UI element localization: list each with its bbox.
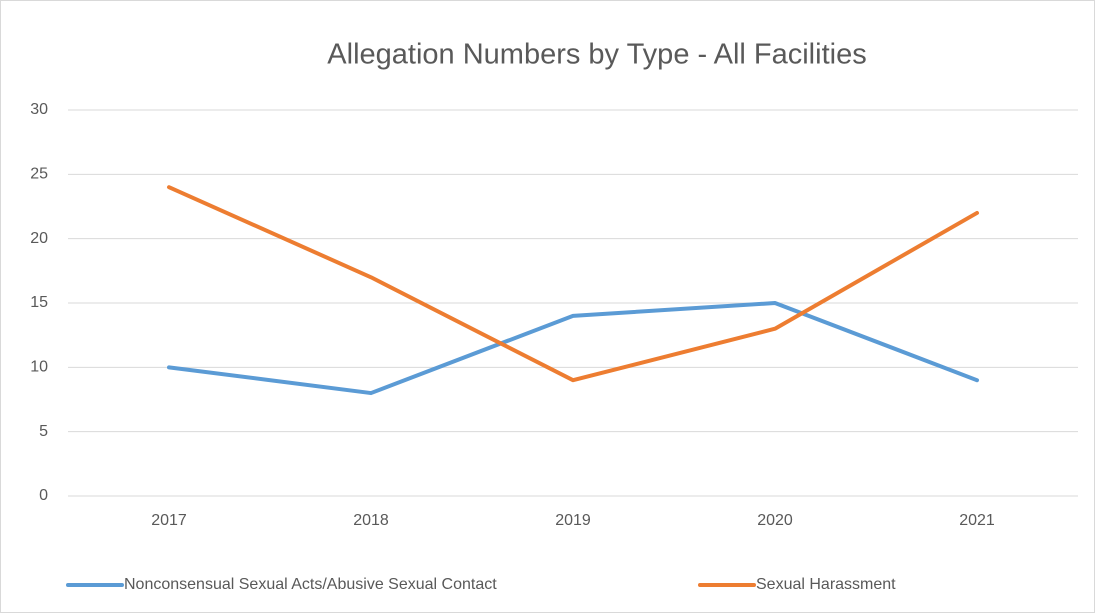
y-tick-label: 5	[39, 423, 48, 440]
legend-label: Nonconsensual Sexual Acts/Abusive Sexual…	[124, 576, 497, 593]
y-tick-label: 30	[30, 101, 48, 118]
x-tick-label: 2021	[959, 512, 995, 529]
y-tick-label: 0	[39, 487, 48, 504]
x-tick-label: 2020	[757, 512, 793, 529]
legend-label: Sexual Harassment	[756, 576, 896, 593]
x-tick-label: 2018	[353, 512, 389, 529]
x-tick-label: 2019	[555, 512, 591, 529]
data-line	[167, 301, 979, 396]
y-tick-label: 20	[30, 230, 48, 247]
chart-title: Allegation Numbers by Type - All Facilit…	[327, 39, 866, 71]
y-tick-label: 15	[30, 294, 48, 311]
x-tick-label: 2017	[151, 512, 187, 529]
y-tick-label: 10	[30, 359, 48, 376]
y-tick-label: 25	[30, 166, 48, 183]
data-line	[167, 185, 979, 383]
